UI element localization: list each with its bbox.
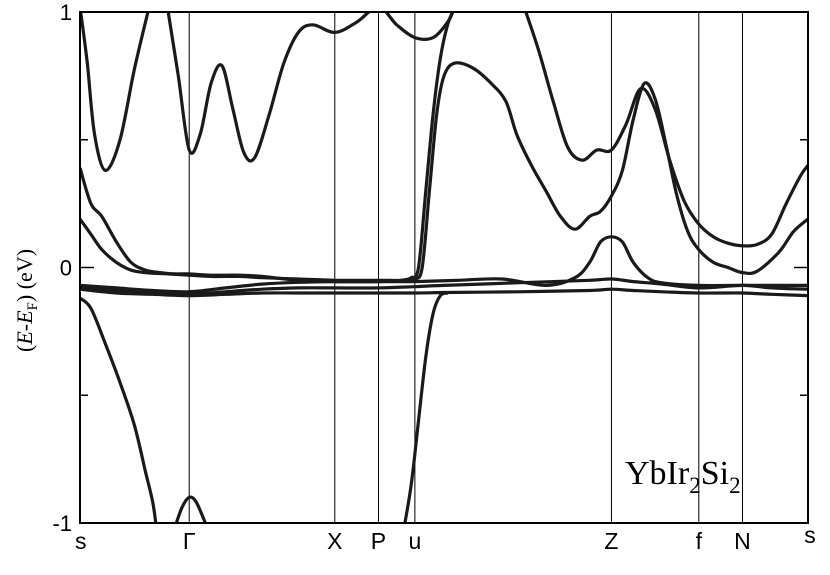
- x-tick-label-4: u: [408, 528, 421, 554]
- y-tick-label-1: 0: [60, 256, 72, 281]
- band-9: [174, 495, 208, 523]
- y-tick-label-2: -1: [52, 511, 72, 536]
- bands: [80, 12, 808, 523]
- y-tick-label-0: 1: [60, 0, 72, 25]
- y-ticks: 1 0 -1: [52, 0, 808, 536]
- x-tick-label-6: f: [696, 528, 703, 554]
- band-7: [80, 287, 808, 298]
- x-tick-label-7: N: [734, 528, 751, 554]
- x-tick-label-0: s: [75, 528, 87, 554]
- x-tick-label-5: Z: [604, 528, 618, 554]
- band-3: [80, 12, 455, 283]
- kpoint-lines: [188, 12, 743, 523]
- compound-label: YbIr2Si2: [625, 455, 741, 498]
- x-tick-label-1: Γ: [183, 528, 196, 554]
- x-tick-label-2: X: [327, 528, 342, 554]
- band-10: [403, 291, 449, 523]
- band-4: [524, 12, 808, 248]
- x-tick-label-3: P: [371, 528, 386, 554]
- x-tick-label-8: s: [804, 522, 816, 548]
- band-0: [80, 12, 150, 172]
- band-8: [80, 296, 158, 523]
- y-axis-label: (E-EF) (eV): [12, 249, 41, 352]
- band-1: [166, 12, 455, 163]
